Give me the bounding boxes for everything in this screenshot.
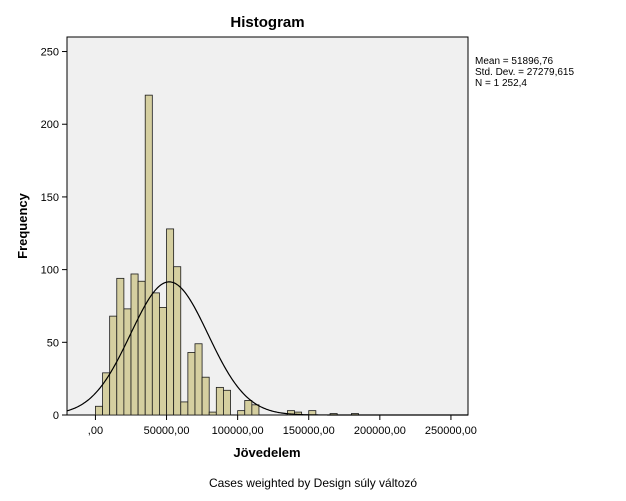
stats-n: N = 1 252,4 (475, 78, 527, 89)
histogram-bar (95, 405, 103, 416)
x-tick-label: 150000,00 (283, 425, 335, 437)
histogram-bar (180, 401, 189, 416)
histogram-bar (251, 404, 260, 416)
stats-std-dev: Std. Dev. = 27279,615 (475, 67, 575, 78)
histogram-bar (151, 292, 160, 416)
stats-mean: Mean = 51896,76 (475, 56, 554, 67)
x-tick-label: 50000,00 (144, 425, 190, 437)
y-axis: 0 50 100 150 200 250 (41, 47, 67, 422)
histogram-bar (109, 315, 118, 416)
histogram-bar (187, 352, 196, 416)
y-tick-label: 50 (47, 337, 59, 349)
x-axis: ,00 50000,00 100000,00 150000,00 200000,00 25… (88, 415, 477, 437)
footnote: Cases weighted by Design súly változó (208, 476, 418, 490)
histogram-bar (194, 343, 203, 416)
histogram-bar (130, 273, 139, 416)
y-tick-label: 0 (53, 410, 59, 422)
histogram-bar (173, 266, 182, 416)
bars-layer (95, 94, 359, 416)
histogram-bar (215, 386, 224, 416)
y-tick-label: 250 (41, 47, 59, 59)
histogram-bar (159, 307, 167, 416)
x-tick-label: 250000,00 (425, 425, 477, 437)
histogram-bar (166, 228, 175, 416)
x-tick-label: 100000,00 (212, 425, 264, 437)
histogram-bar (144, 94, 153, 416)
histogram-bar (223, 389, 231, 416)
y-axis-label: Frequency (15, 192, 30, 259)
histogram-bar (137, 280, 146, 416)
normal-curve (66, 281, 468, 416)
histogram-bar (116, 277, 125, 416)
y-tick-label: 150 (41, 192, 59, 204)
y-tick-label: 100 (41, 265, 59, 277)
histogram-bar (237, 410, 246, 416)
x-tick-label: 200000,00 (354, 425, 406, 437)
histogram-bar (244, 400, 253, 416)
chart-title: Histogram (230, 14, 304, 31)
x-tick-label: ,00 (88, 425, 103, 437)
y-tick-label: 200 (41, 119, 59, 131)
histogram-bar (123, 308, 132, 416)
histogram-bar (208, 411, 217, 416)
histogram-bar (201, 376, 210, 416)
stats-panel: Mean = 51896,76 Std. Dev. = 27279,615 N … (475, 56, 574, 89)
x-axis-label: Jövedelem (233, 445, 300, 460)
